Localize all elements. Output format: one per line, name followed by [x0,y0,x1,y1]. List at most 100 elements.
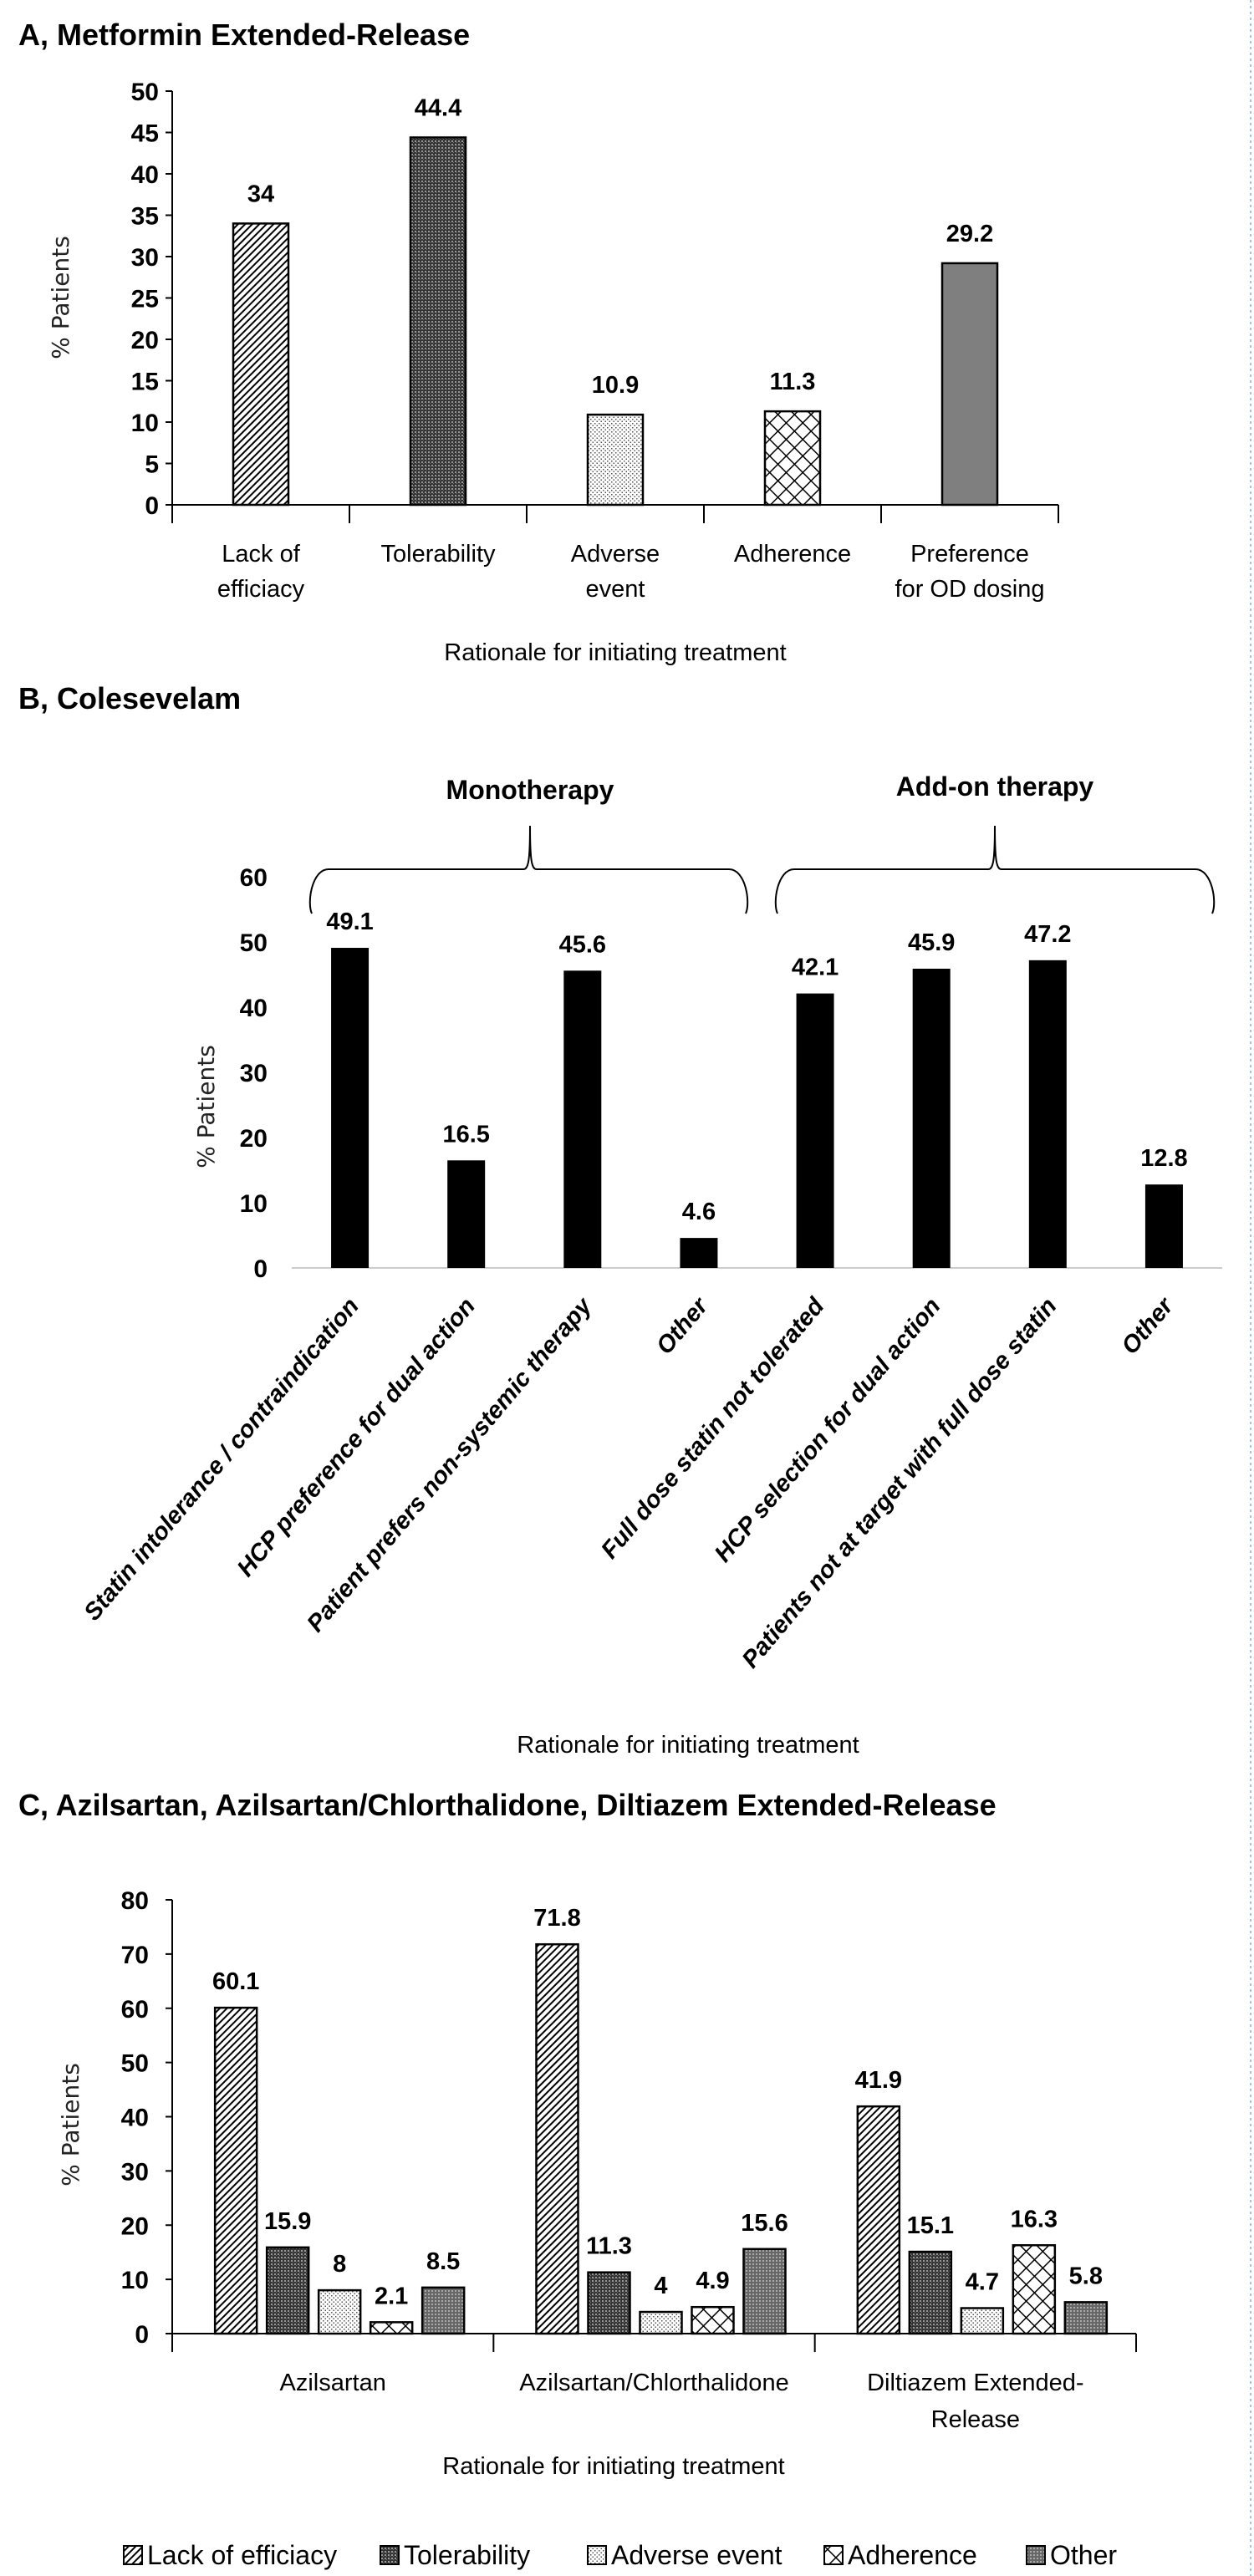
data-label: 11.3 [770,369,816,395]
y-tick-label: 80 [121,1887,149,1915]
group-label: Monotherapy [446,775,614,805]
x-category-label: Tolerability [381,541,496,568]
data-label: 10.9 [592,372,639,399]
y-tick-label: 60 [240,864,268,892]
chart-a-title: A, Metformin Extended-Release [18,18,470,52]
bar [586,413,645,507]
data-label: 44.4 [415,94,461,121]
data-label: 16.5 [442,1121,489,1148]
bar [421,2286,466,2335]
data-label: 34 [247,181,274,207]
legend-swatch [380,2545,400,2565]
legend-swatch [587,2545,607,2565]
y-tick-label: 0 [135,2321,149,2349]
y-tick-label: 30 [240,1060,268,1087]
x-category-label: for OD dosing [895,576,1045,603]
x-category-label: event [586,576,645,603]
x-category-label: Lack of [222,541,300,568]
bar [763,410,822,507]
y-tick-label: 60 [121,1996,149,2024]
data-label: 8 [333,2251,346,2278]
y-axis-title: % Patients [57,2063,84,2187]
bar [680,1238,718,1268]
data-label: 4 [654,2273,667,2299]
y-tick-label: 40 [240,995,268,1022]
data-label: 11.3 [586,2233,632,2260]
y-tick-label: 35 [131,203,159,231]
bar [912,968,951,1268]
y-tick-label: 50 [240,929,268,957]
bar [213,2006,258,2335]
bar [409,136,467,507]
data-label: 42.1 [792,955,839,981]
data-label: 71.8 [533,1905,580,1932]
x-category-label: efficiacy [217,576,305,603]
bar [639,2310,683,2335]
y-tick-label: 5 [145,451,159,479]
y-axis-title: % Patients [192,1045,220,1168]
bar [447,1160,486,1268]
x-category-label: Other [651,1292,714,1360]
x-category-label: Azilsartan [280,2370,386,2396]
bar [1144,1184,1183,1268]
x-category-label: Diltiazem Extended- [867,2370,1084,2396]
data-label: 49.1 [326,909,373,935]
data-label: 47.2 [1024,921,1071,948]
bar [232,222,290,507]
bar [691,2305,735,2335]
bar [587,2271,631,2335]
data-label: 15.1 [907,2212,954,2239]
data-label: 4.7 [966,2269,999,2296]
x-category-label: Azilsartan/Chlorthalidone [519,2370,788,2396]
legend-label: Other [1050,2540,1117,2570]
chart-c-title: C, Azilsartan, Azilsartan/Chlorthalidone… [18,1788,997,1822]
data-label: 41.9 [855,2067,902,2094]
group-bracket [308,825,749,914]
bar [796,993,834,1268]
bar [908,2250,953,2335]
data-label: 4.6 [682,1199,716,1225]
y-tick-label: 15 [131,369,159,396]
y-tick-label: 20 [131,327,159,354]
y-tick-label: 10 [131,410,159,437]
x-axis-title: Rationale for initiating treatment [517,1732,859,1759]
y-tick-label: 40 [131,161,159,189]
legend-label: Lack of efficiacy [147,2540,337,2570]
data-label: 5.8 [1069,2263,1103,2289]
group-label: Add-on therapy [896,771,1094,802]
x-category-label: Adherence [734,541,851,568]
x-category-label: HCP preference for dual action [232,1293,481,1582]
bar [856,2105,901,2335]
data-label: 45.6 [559,931,606,958]
bar [265,2246,310,2335]
y-tick-label: 70 [121,1942,149,1969]
bar [563,970,602,1268]
y-tick-label: 0 [145,492,159,520]
bar [1012,2244,1057,2335]
y-tick-label: 30 [121,2158,149,2186]
bar [535,1942,579,2335]
legend-label: Adverse event [611,2540,782,2570]
y-tick-label: 25 [131,286,159,313]
x-axis-title: Rationale for initiating treatment [442,2453,784,2480]
data-label: 16.3 [1011,2206,1058,2232]
data-label: 15.9 [264,2208,311,2235]
y-tick-label: 10 [121,2267,149,2294]
x-category-label: HCP selection for dual action [710,1293,946,1567]
bar [742,2248,787,2335]
data-label: 4.9 [696,2268,729,2294]
x-category-label: Release [931,2406,1020,2433]
y-tick-label: 0 [253,1255,268,1283]
bar [1063,2301,1109,2335]
data-label: 29.2 [946,221,993,247]
legend-label: Tolerability [404,2540,530,2570]
y-tick-label: 10 [240,1190,268,1218]
bar [331,948,370,1268]
bar [317,2288,362,2335]
group-bracket [774,825,1216,914]
y-tick-label: 30 [131,244,159,272]
y-tick-label: 50 [121,2050,149,2078]
bar [940,262,999,507]
legend-swatch [823,2545,844,2565]
